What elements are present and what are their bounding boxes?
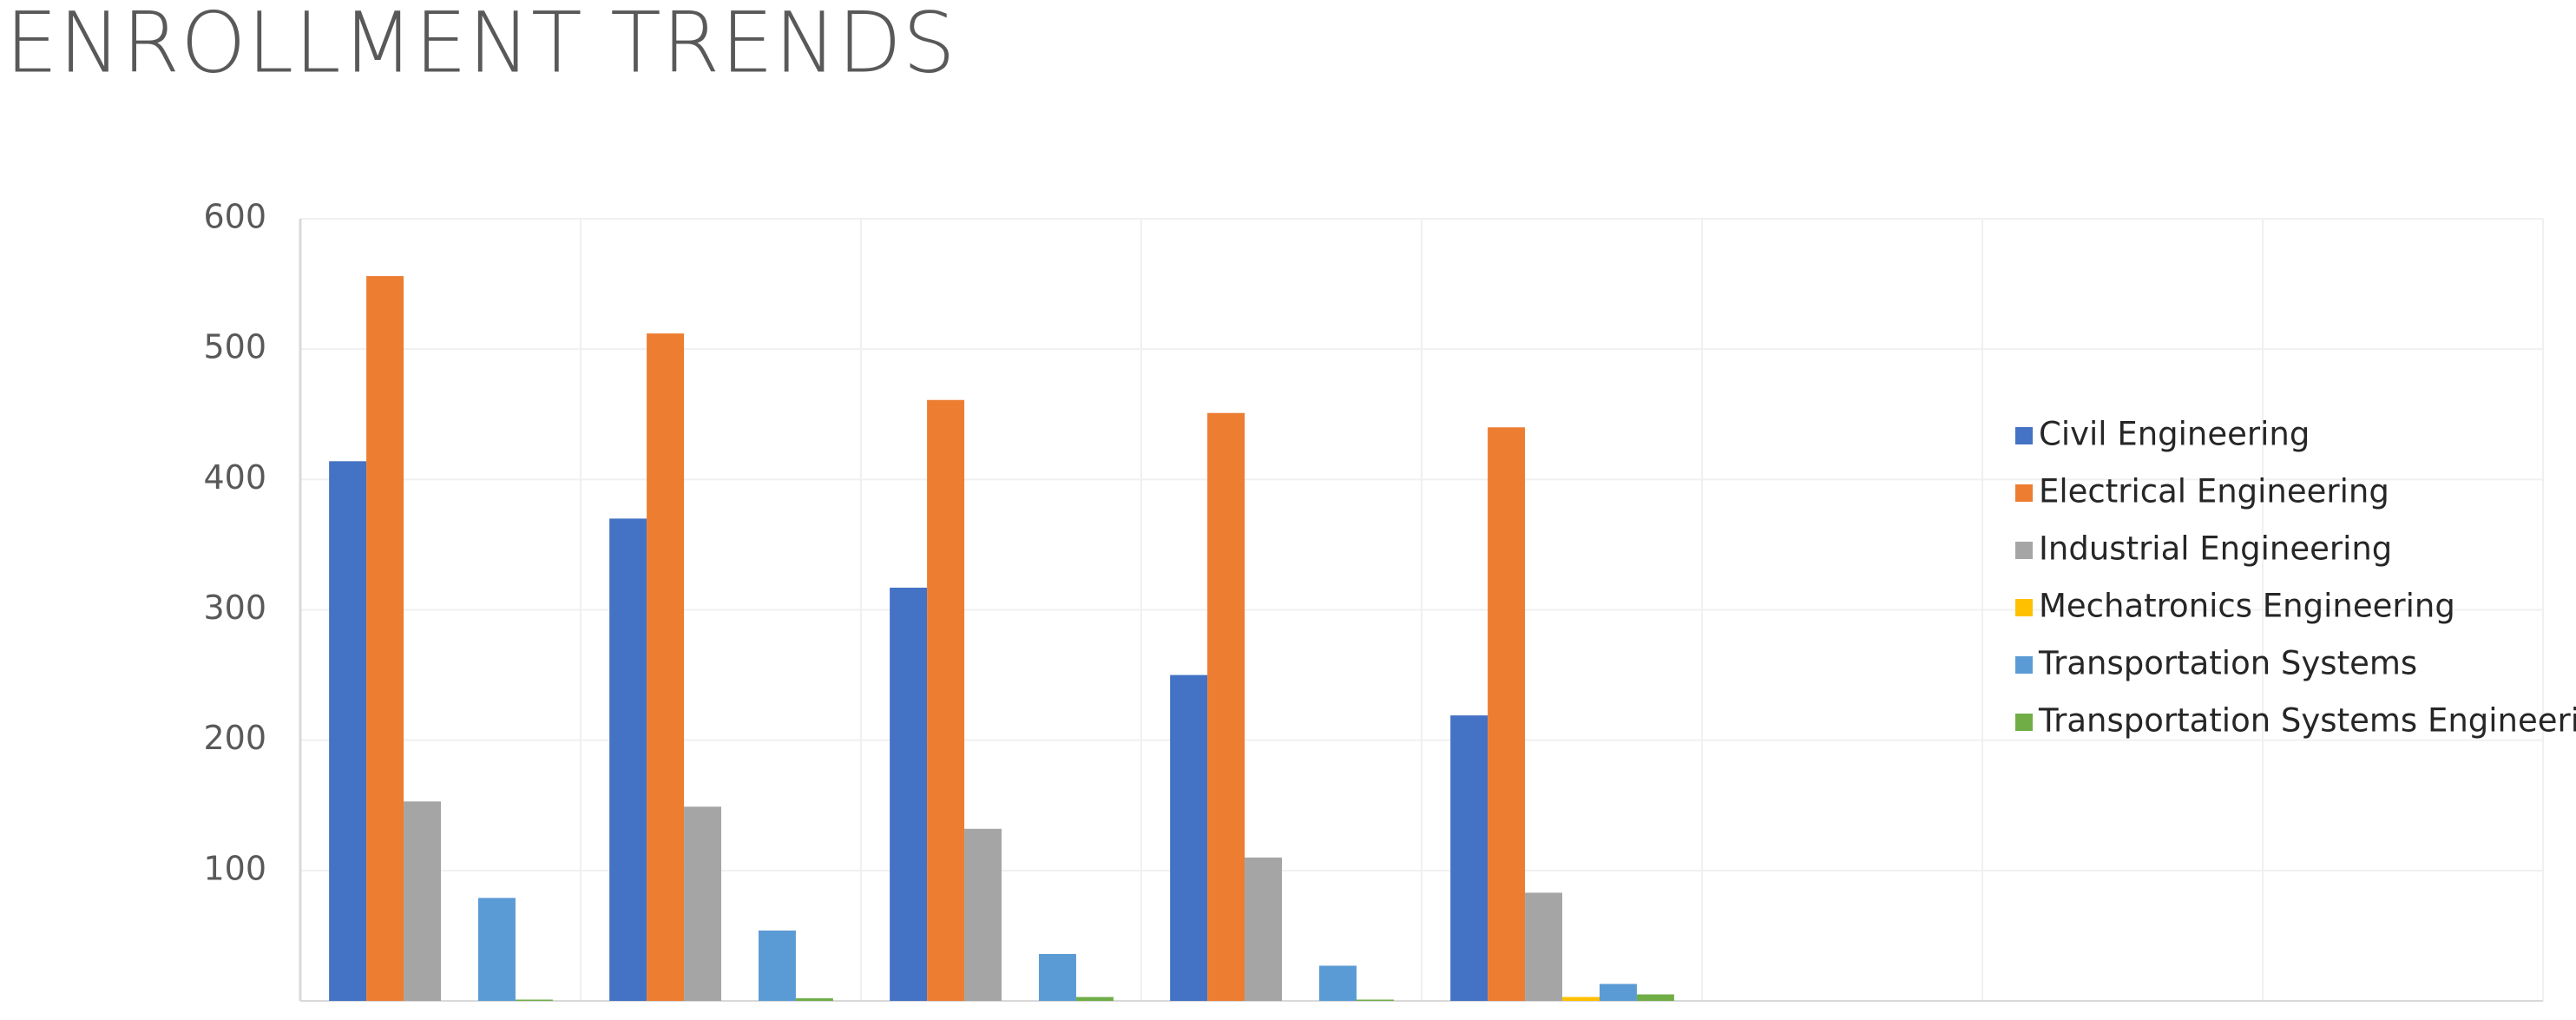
bar bbox=[1038, 953, 1076, 1001]
y-tick-label: 300 bbox=[203, 589, 266, 627]
y-tick-label: 100 bbox=[203, 849, 266, 887]
legend-swatch bbox=[2015, 599, 2033, 616]
bar bbox=[1599, 984, 1637, 1001]
bar bbox=[1636, 994, 1674, 1001]
bar bbox=[1075, 997, 1114, 1001]
chart-title: ENROLLMENT TRENDS bbox=[5, 0, 956, 91]
legend-swatch bbox=[2015, 427, 2033, 444]
bar bbox=[684, 806, 722, 1001]
bar bbox=[890, 587, 928, 1001]
bar bbox=[515, 999, 553, 1001]
bar bbox=[795, 997, 833, 1001]
legend-label: Electrical Engineering bbox=[2039, 473, 2389, 510]
legend-swatch bbox=[2015, 484, 2033, 502]
bar bbox=[1562, 997, 1600, 1001]
y-tick-label: 600 bbox=[203, 198, 266, 236]
legend-label: Industrial Engineering bbox=[2039, 530, 2392, 568]
bar bbox=[404, 801, 442, 1001]
bar bbox=[1450, 715, 1488, 1001]
bar bbox=[1207, 412, 1245, 1002]
bar bbox=[329, 461, 367, 1001]
bar bbox=[927, 399, 965, 1001]
bar bbox=[1170, 675, 1208, 1001]
y-tick-label: 400 bbox=[203, 458, 266, 497]
bar bbox=[1525, 892, 1563, 1001]
bar bbox=[647, 333, 685, 1001]
legend-label: Transportation Systems Engineering bbox=[2038, 702, 2576, 740]
bar bbox=[1245, 857, 1283, 1001]
bar bbox=[758, 930, 796, 1001]
legend-label: Mechatronics Engineering bbox=[2039, 588, 2455, 625]
bar bbox=[477, 898, 516, 1001]
legend-label: Transportation Systems bbox=[2038, 645, 2417, 682]
bar bbox=[609, 518, 647, 1001]
legend-label: Civil Engineering bbox=[2039, 416, 2310, 453]
legend-swatch bbox=[2015, 542, 2033, 559]
bar bbox=[1488, 427, 1526, 1001]
bar bbox=[1356, 999, 1394, 1001]
bar bbox=[1318, 965, 1357, 1001]
legend-swatch bbox=[2015, 656, 2033, 674]
legend-swatch bbox=[2015, 714, 2033, 731]
y-tick-label: 500 bbox=[203, 328, 266, 366]
y-tick-label: 200 bbox=[203, 719, 266, 757]
bar bbox=[366, 276, 404, 1001]
bar bbox=[964, 828, 1002, 1001]
